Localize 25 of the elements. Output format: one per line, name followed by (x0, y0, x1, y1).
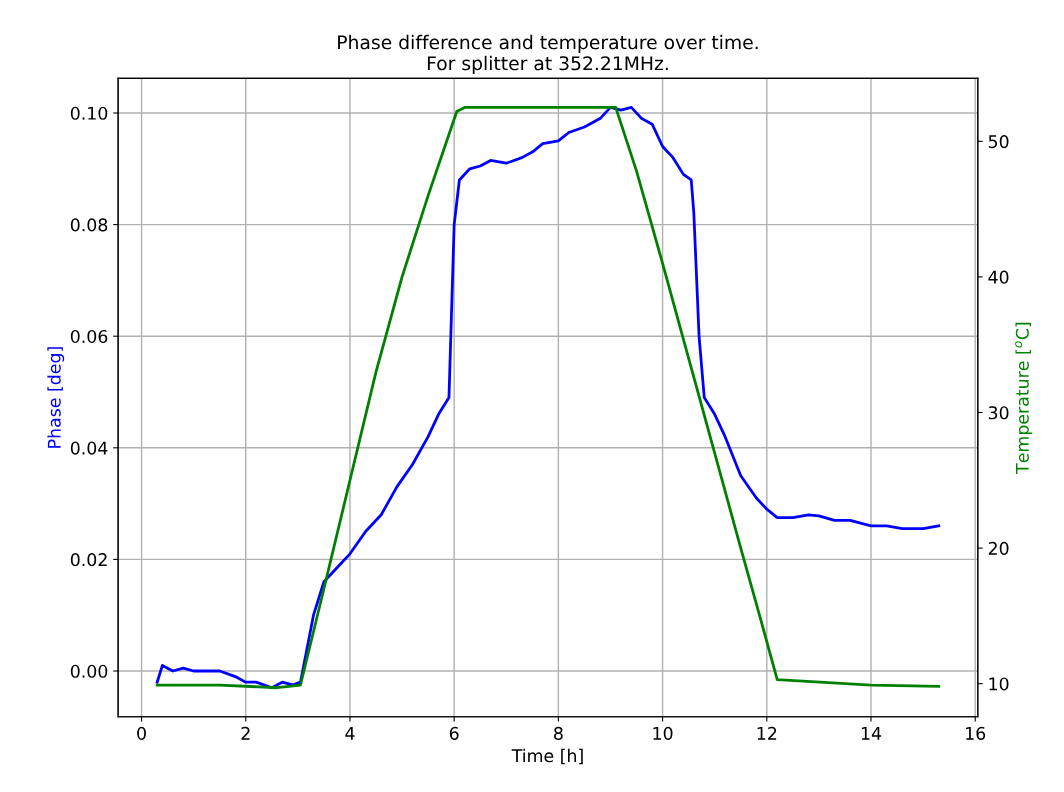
x-tick-label: 10 (653, 726, 673, 740)
x-tick-label: 8 (554, 726, 563, 740)
y-tick-label: 0.00 (70, 664, 108, 678)
y-tick-label: 0.10 (70, 106, 108, 120)
x-tick-label: 6 (449, 726, 459, 740)
y2-axis-title: Temperature [$^{o}$C] (1015, 322, 1033, 474)
y2-tick-label: 20 (988, 541, 1009, 555)
x-tick-label: 14 (861, 727, 882, 740)
y-tick-label: 0.08 (70, 218, 108, 232)
y-tick-label: 0.02 (70, 553, 107, 567)
x-tick-label: 4 (345, 727, 355, 740)
x-tick-label: 12 (757, 726, 777, 740)
chart-title: Phase difference and temperature over time. For splitter at 352.21MHz. (338, 34, 758, 74)
y2-tick-label: 40 (988, 270, 1009, 284)
y-tick-label: 0.04 (70, 441, 108, 455)
x-axis-title: Time [h] (511, 748, 583, 765)
line-series (155, 106, 941, 690)
y2-tick-label: 30 (988, 406, 1009, 420)
x-tick-label: 0 (137, 726, 146, 740)
x-tick-label: 16 (966, 726, 986, 740)
y-tick-label: 0.06 (70, 329, 108, 344)
y2-tick-label: 10 (989, 677, 1009, 691)
y2-tick-label: 50 (988, 135, 1009, 149)
x-tick-label: 2 (241, 726, 250, 740)
y-axis-title: Phase [deg] (47, 347, 65, 448)
